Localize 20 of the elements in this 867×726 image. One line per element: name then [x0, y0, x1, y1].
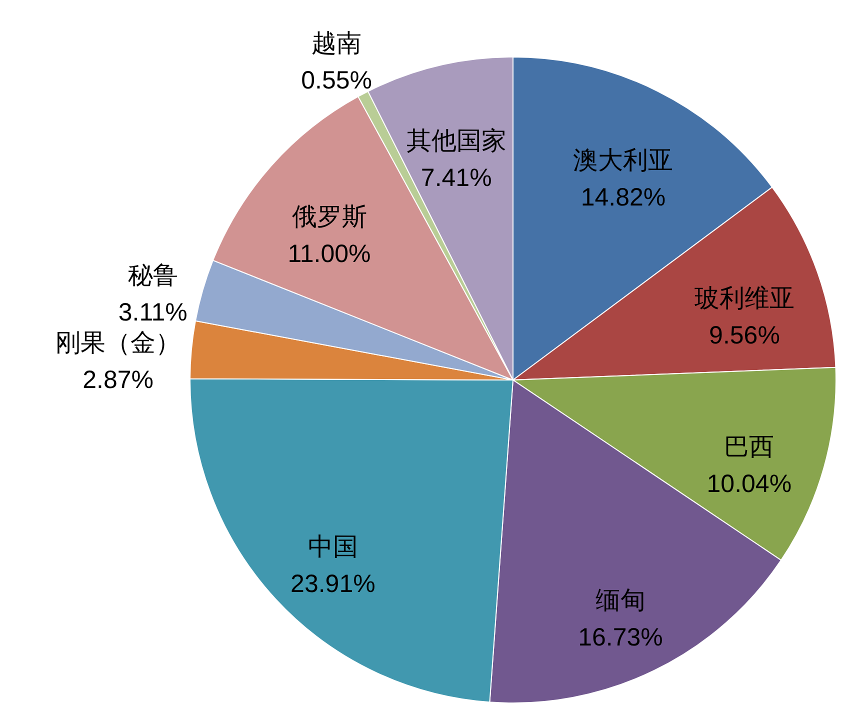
slice-label: 刚果（金） — [56, 328, 181, 357]
slice-label: 越南 — [312, 29, 362, 58]
data-label: 0.55% — [301, 66, 372, 94]
slice-label: 玻利维亚 — [694, 284, 794, 312]
data-label: 2.87% — [82, 366, 154, 394]
slice-label: 巴西 — [724, 433, 774, 462]
data-label: 10.04% — [706, 470, 792, 498]
data-label: 7.41% — [420, 164, 492, 192]
slice-label: 中国 — [308, 532, 358, 561]
slice-label: 俄罗斯 — [292, 203, 367, 232]
data-label: 23.91% — [290, 570, 376, 598]
data-label: 16.73% — [578, 624, 663, 652]
data-label: 11.00% — [288, 240, 371, 268]
data-label: 9.56% — [709, 321, 780, 350]
data-label: 3.11% — [118, 298, 188, 327]
slice-label: 缅甸 — [596, 586, 646, 615]
slice-label: 秘鲁 — [128, 262, 178, 290]
slice-label: 澳大利亚 — [573, 146, 674, 175]
slice-label: 其他国家 — [406, 127, 506, 156]
data-label: 14.82% — [580, 184, 666, 212]
